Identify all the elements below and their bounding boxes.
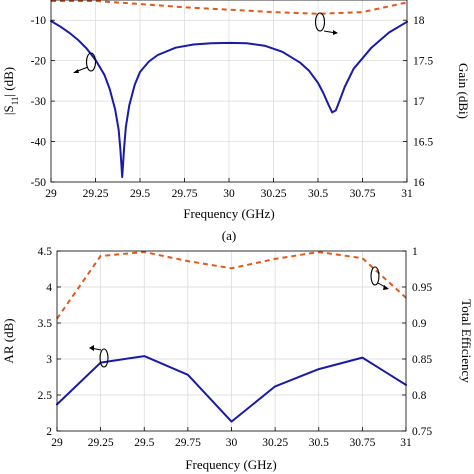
grid-b [57, 251, 406, 431]
y-left-tick-label: 3.5 [38, 318, 53, 330]
solid-series-line [50, 20, 408, 179]
ar-axis-arrowhead [89, 345, 94, 351]
y-left-tick-label: 2 [46, 426, 52, 438]
series-b [56, 251, 407, 423]
y-left-label-a: |S11| (dB) [1, 67, 20, 115]
y-right-tick-label: 0.95 [412, 282, 432, 294]
grid-a [51, 0, 407, 182]
gain-axis-arrowhead [333, 30, 338, 35]
x-tick-label: 29.75 [172, 188, 198, 200]
x-tick-label: 29.25 [88, 437, 114, 449]
y-right-tick-label: 0.75 [412, 426, 432, 438]
x-ticks-a: 29 29.25 29.5 29.75 30 30.25 30.5 30.75 31 [45, 178, 413, 200]
y-right-tick-label: 18 [413, 15, 425, 27]
y-right-ticks-b: 1 0.95 0.9 0.85 0.8 0.75 [402, 246, 432, 438]
x-ticks-b: 29 29.25 29.5 29.75 30 30.25 30.5 30.75 31 [51, 427, 412, 449]
x-tick-label: 30 [226, 437, 238, 449]
s11-axis-arrowhead [73, 69, 79, 73]
y-right-tick-label: 0.9 [412, 318, 427, 330]
dashed-series-line [51, 0, 408, 15]
y-left-ticks-b: 4.5 4 3.5 3 2.5 2 [38, 246, 61, 438]
s11-axis-marker [85, 52, 97, 72]
x-tick-label: 30.25 [261, 188, 287, 200]
y-left-tick-label: -50 [31, 177, 47, 189]
y-left-tick-label: -10 [31, 15, 47, 27]
x-tick-label: 31 [401, 188, 413, 200]
y-right-label-b: Total Efficiency [459, 299, 474, 383]
x-axis-label-b: Frequency (GHz) [185, 457, 276, 472]
y-right-tick-label: 0.85 [412, 354, 432, 366]
x-tick-label: 30.5 [309, 437, 329, 449]
solid-series-line [56, 355, 407, 423]
x-tick-label: 30.75 [350, 188, 376, 200]
y-left-tick-label: 2.5 [38, 390, 53, 402]
y-left-tick-label: -40 [31, 137, 47, 149]
y-right-tick-label: 16.5 [413, 137, 433, 149]
series-a [50, 0, 408, 179]
x-tick-label: 29 [45, 188, 57, 200]
panel-a: 29 29.25 29.5 29.75 30 30.25 30.5 30.75 31 -10 -2… [1, 0, 471, 243]
x-tick-label: 29.75 [175, 437, 201, 449]
y-right-tick-label: 17 [413, 96, 425, 108]
x-tick-label: 30.5 [308, 188, 328, 200]
y-right-tick-label: 0.8 [412, 390, 427, 402]
ar-axis-marker [99, 348, 109, 368]
y-left-label-b: AR (dB) [1, 318, 16, 363]
y-left-tick-label: 4.5 [38, 246, 53, 258]
dashed-series-line [56, 251, 407, 320]
y-left-ticks-a: -10 -20 -30 -40 -50 [31, 15, 55, 189]
x-tick-label: 31 [400, 437, 412, 449]
panel-b: 29 29.25 29.5 29.75 30 30.25 30.5 30.75 31 4.543… [1, 246, 474, 472]
efficiency-axis-marker [370, 266, 380, 286]
panel-label-a: (a) [222, 228, 236, 243]
gain-axis-marker [314, 12, 326, 32]
x-tick-label: 30.75 [349, 437, 375, 449]
x-tick-label: 29.5 [130, 188, 150, 200]
y-right-tick-label: 17.5 [413, 56, 433, 68]
y-right-tick-label: 1 [412, 246, 418, 258]
efficiency-axis-arrowhead [383, 285, 389, 290]
y-right-tick-label: 16 [413, 177, 425, 189]
x-tick-label: 29 [51, 437, 63, 449]
y-left-tick-label: 3 [46, 354, 52, 366]
y-right-ticks-a: 18 17.5 17 16.5 16 [403, 15, 433, 189]
y-left-tick-label: 4 [46, 282, 52, 294]
x-tick-label: 30.25 [262, 437, 288, 449]
y-right-label-a: Gain (dBi) [456, 63, 471, 119]
x-axis-label-a: Frequency (GHz) [183, 206, 274, 221]
x-tick-label: 29.25 [83, 188, 109, 200]
x-tick-label: 30 [223, 188, 235, 200]
y-left-tick-label: -20 [31, 56, 47, 68]
x-tick-label: 29.5 [134, 437, 154, 449]
y-left-tick-label: -30 [31, 96, 47, 108]
